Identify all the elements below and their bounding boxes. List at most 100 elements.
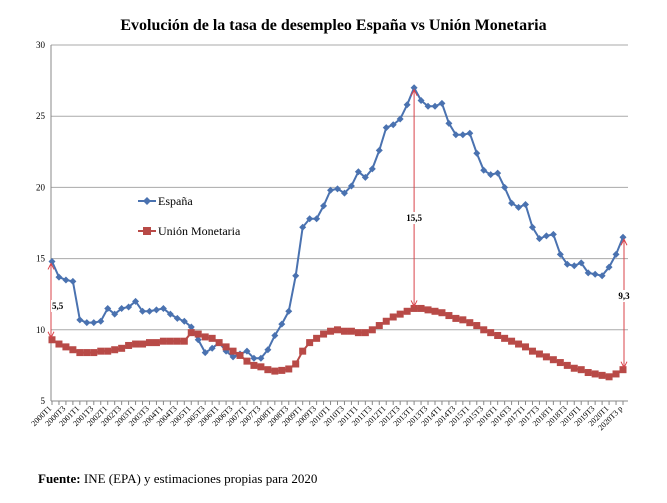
- data-point: [132, 297, 140, 305]
- data-point: [83, 319, 91, 327]
- data-point: [292, 360, 300, 368]
- data-point: [320, 202, 328, 210]
- data-point: [132, 340, 140, 348]
- data-point: [466, 319, 474, 327]
- data-point: [515, 340, 523, 348]
- data-point: [375, 146, 383, 154]
- arrow-head: [620, 238, 628, 246]
- data-point: [76, 316, 84, 324]
- data-point: [494, 169, 502, 177]
- data-point: [152, 306, 160, 314]
- data-point: [619, 233, 627, 241]
- data-point: [403, 307, 411, 315]
- label-background: [405, 212, 424, 224]
- data-point: [62, 343, 70, 351]
- data-point: [375, 322, 383, 330]
- data-point: [515, 203, 523, 211]
- series-line-espana: [51, 85, 624, 360]
- data-point: [285, 307, 293, 315]
- legend-marker: [143, 197, 151, 205]
- data-point: [278, 320, 286, 328]
- data-point: [208, 344, 216, 352]
- data-point: [299, 223, 307, 231]
- data-point: [271, 367, 279, 375]
- data-point: [522, 200, 530, 208]
- data-point: [208, 334, 216, 342]
- label-background: [51, 300, 69, 312]
- data-point: [201, 333, 209, 341]
- data-point: [111, 310, 119, 318]
- arrow-head: [410, 88, 418, 96]
- y-tick-label: 25: [36, 111, 46, 121]
- data-point: [187, 323, 195, 331]
- data-point: [487, 171, 495, 179]
- data-point: [480, 326, 488, 334]
- data-point: [222, 343, 230, 351]
- data-point: [431, 102, 439, 110]
- y-tick-label: 20: [36, 182, 46, 192]
- data-point: [424, 102, 432, 110]
- y-tick-label: 5: [41, 396, 46, 406]
- data-point: [535, 235, 543, 243]
- data-point: [438, 309, 446, 317]
- data-point: [577, 259, 585, 267]
- data-point: [264, 366, 272, 374]
- data-point: [459, 131, 467, 139]
- data-point: [292, 272, 300, 280]
- data-point: [382, 124, 390, 132]
- data-point: [180, 337, 188, 345]
- data-point: [159, 337, 167, 345]
- data-point: [299, 347, 307, 355]
- source-label: Fuente:: [38, 471, 81, 486]
- data-point: [389, 121, 397, 129]
- data-point: [83, 349, 91, 357]
- data-point: [69, 277, 77, 285]
- data-point: [584, 369, 592, 377]
- data-point: [591, 270, 599, 278]
- data-point: [361, 173, 369, 181]
- data-point: [257, 354, 265, 362]
- y-tick-label: 10: [36, 325, 46, 335]
- data-point: [473, 149, 481, 157]
- data-point: [382, 317, 390, 325]
- label-background: [615, 290, 633, 302]
- data-point: [48, 257, 56, 265]
- arrow-head: [47, 262, 55, 270]
- chart-title: Evolución de la tasa de desempleo España…: [120, 17, 547, 34]
- data-point: [452, 131, 460, 139]
- data-point: [368, 326, 376, 334]
- data-point: [201, 349, 209, 357]
- y-tick-label: 30: [36, 40, 46, 50]
- data-point: [327, 327, 335, 335]
- data-point: [494, 331, 502, 339]
- data-point: [598, 272, 606, 280]
- data-point: [173, 314, 181, 322]
- data-point: [528, 347, 536, 355]
- data-point: [347, 327, 355, 335]
- legend-label: Unión Monetaria: [158, 224, 241, 238]
- data-point: [598, 371, 606, 379]
- data-point: [243, 357, 251, 365]
- data-point: [403, 101, 411, 109]
- data-point: [605, 373, 613, 381]
- data-point: [347, 182, 355, 190]
- data-point: [445, 312, 453, 320]
- data-point: [250, 354, 258, 362]
- data-point: [396, 310, 404, 318]
- data-point: [466, 129, 474, 137]
- data-point: [549, 356, 557, 364]
- data-point: [62, 276, 70, 284]
- data-point: [354, 168, 362, 176]
- data-point: [159, 304, 167, 312]
- data-point: [501, 183, 509, 191]
- data-point: [194, 330, 202, 338]
- data-point: [187, 329, 195, 337]
- data-point: [125, 341, 133, 349]
- data-point: [145, 307, 153, 315]
- data-point: [320, 330, 328, 338]
- data-point: [340, 327, 348, 335]
- data-point: [396, 115, 404, 123]
- data-point: [549, 230, 557, 238]
- data-point: [194, 336, 202, 344]
- data-point: [570, 364, 578, 372]
